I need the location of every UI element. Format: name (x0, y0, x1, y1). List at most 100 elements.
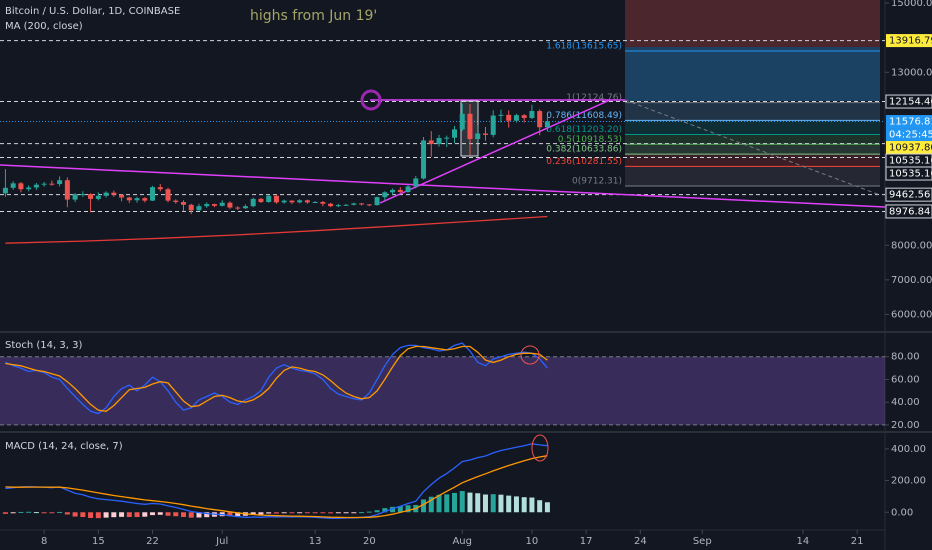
candle-body (204, 204, 210, 207)
y-tick-label: 60.00 (891, 374, 920, 385)
histogram-bar (49, 512, 55, 514)
candle-body (428, 140, 434, 144)
candle-body (181, 202, 187, 205)
histogram-bar (88, 512, 94, 518)
candle-body (452, 129, 458, 138)
candle-body (382, 192, 388, 198)
candle-body (235, 207, 241, 209)
candle-body (165, 189, 171, 201)
histogram-bar (157, 512, 163, 515)
histogram-bar (64, 512, 70, 515)
candle-body (312, 202, 318, 204)
histogram-bar (266, 512, 272, 514)
histogram-bar (452, 492, 458, 513)
x-tick-label: 14 (797, 536, 810, 547)
histogram-bar (196, 512, 202, 518)
x-tick-label: Sep (693, 536, 712, 547)
histogram-bar (521, 497, 527, 513)
stop-zone (625, 0, 880, 47)
histogram-bar (444, 494, 450, 513)
candle-body (436, 138, 442, 144)
candle-body (142, 198, 148, 201)
histogram-bar (72, 512, 78, 517)
histogram-bar (421, 499, 427, 513)
histogram-bar (374, 510, 380, 513)
fib-label: 0(9712.31) (572, 177, 622, 187)
histogram-bar (165, 512, 171, 516)
candle-body (490, 115, 496, 135)
candle-body (26, 187, 32, 190)
histogram-bar (80, 512, 86, 518)
candle-body (544, 121, 550, 128)
stoch-line (5, 345, 548, 412)
histogram-bar (204, 512, 210, 518)
candle-body (320, 202, 326, 204)
histogram-bar (490, 494, 496, 513)
candle-body (33, 184, 39, 188)
histogram-bar (498, 494, 504, 513)
histogram-bar (111, 512, 117, 518)
fib-label: 0.786(11608.49) (546, 111, 622, 121)
price-label: 10535.16 (889, 169, 932, 180)
price-label: 13916.79 (889, 36, 932, 47)
histogram-bar (529, 497, 535, 513)
annotation: highs from Jun 19' (250, 8, 377, 24)
x-tick-label: 10 (526, 536, 539, 547)
candle-body (41, 183, 47, 185)
x-tick-label: 17 (580, 536, 593, 547)
histogram-bar (250, 512, 256, 515)
histogram-bar (467, 492, 473, 513)
histogram-bar (57, 511, 63, 513)
projection-line (624, 99, 881, 196)
histogram-bar (281, 512, 287, 514)
highlight-circle (531, 434, 549, 462)
fib-label: 0.618(11203.20) (546, 125, 622, 135)
candle-body (297, 200, 303, 203)
histogram-bar (506, 495, 512, 513)
histogram-bar (390, 506, 396, 513)
histogram-bar (10, 512, 16, 514)
candle-body (413, 178, 419, 187)
candle-body (126, 197, 132, 201)
histogram-bar (41, 512, 47, 514)
fib-label: 0.236(10281.55) (546, 157, 622, 167)
histogram-bar (304, 512, 310, 514)
candle-body (88, 194, 94, 199)
candle-body (134, 198, 140, 201)
candle-body (405, 186, 411, 192)
candle-body (80, 194, 86, 196)
histogram-bar (173, 512, 179, 517)
candle-body (506, 114, 512, 121)
price-label: 9462.56 (889, 190, 930, 201)
histogram-bar (312, 512, 318, 514)
highlight-circle (520, 345, 540, 365)
histogram-bar (103, 512, 109, 518)
histogram-bar (181, 512, 187, 518)
histogram-bar (544, 502, 550, 513)
candle-body (335, 205, 341, 207)
histogram-bar (475, 493, 481, 513)
histogram-bar (537, 500, 543, 513)
histogram-bar (482, 494, 488, 513)
y-tick-label: 13000.00 (891, 67, 932, 78)
candle-body (49, 183, 55, 185)
candle-body (289, 200, 295, 203)
candle-body (343, 204, 349, 206)
histogram-bar (95, 512, 101, 519)
candle-body (467, 113, 473, 140)
stoch-band (0, 356, 885, 425)
histogram-bar (513, 496, 519, 513)
histogram-bar (328, 512, 334, 514)
histogram-bar (289, 512, 295, 514)
histogram-bar (119, 512, 125, 517)
candle-body (273, 195, 279, 203)
x-tick-label: 22 (146, 536, 159, 547)
candle-body (95, 195, 101, 199)
candle-body (64, 180, 70, 200)
candle-body (2, 187, 8, 194)
x-tick-label: 15 (92, 536, 105, 547)
candle-body (196, 206, 202, 211)
symbol-title: Bitcoin / U.S. Dollar, 1D, COINBASE (5, 6, 180, 17)
histogram-bar (405, 505, 411, 513)
price-label-bg (885, 94, 932, 109)
